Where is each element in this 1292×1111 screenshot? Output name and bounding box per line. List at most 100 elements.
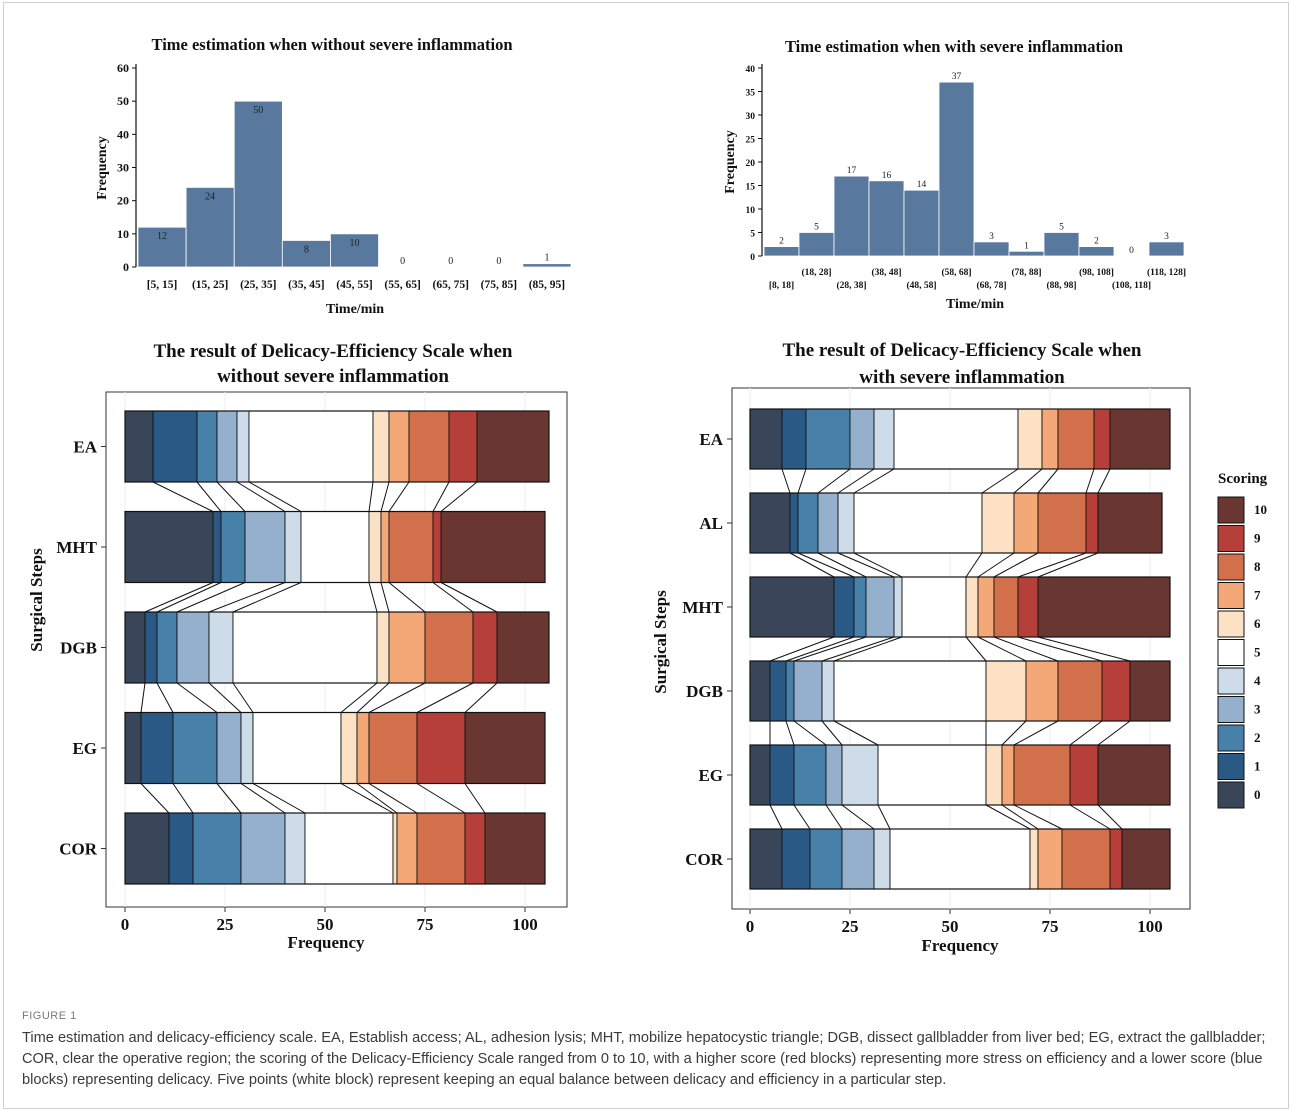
legend-swatch: [1217, 753, 1245, 780]
stack2-ylabel: Surgical Steps: [651, 590, 670, 694]
y-tick-label: 10: [117, 227, 129, 241]
connector-line: [208, 682, 242, 713]
stack1-title-line2: without severe inflammation: [217, 366, 449, 387]
stack-segment: [793, 744, 827, 806]
hist1-xlabel: Time/min: [326, 302, 384, 317]
y-tick-label: 20: [117, 194, 129, 208]
stack-segment: [372, 410, 390, 483]
stack-segment: [781, 828, 811, 890]
category-label: (108, 118]: [1112, 280, 1151, 291]
y-tick-label: 60: [117, 61, 129, 75]
stack-segment: [1017, 408, 1043, 470]
connector-line: [144, 582, 214, 613]
category-label: (48, 58]: [906, 280, 936, 291]
stack-segment: [1109, 408, 1171, 470]
stack-segment: [1129, 660, 1171, 722]
stack-segment: [124, 511, 214, 583]
stack-segment: [196, 410, 218, 483]
stack-segment: [144, 611, 158, 684]
y-tick-label: 35: [746, 89, 756, 99]
stack-segment: [853, 576, 867, 638]
stack-segment: [789, 492, 799, 554]
category-label: (65, 75]: [433, 279, 469, 291]
stack-row-outline: [749, 492, 1163, 554]
stack-segment: [392, 812, 398, 885]
connector-line: [440, 582, 498, 613]
stack-segment: [1101, 660, 1131, 722]
stack-segment: [484, 812, 546, 885]
connector-line: [1069, 720, 1103, 746]
legend-swatch: [1217, 781, 1245, 809]
stack-row-outline: [124, 410, 550, 483]
hist-bar: [903, 189, 940, 257]
y-tick-label: 0: [750, 253, 755, 263]
stack-segment: [797, 492, 819, 554]
connector-line: [176, 582, 246, 613]
y-tick-label: 5: [750, 230, 755, 240]
stack-segment: [496, 611, 550, 684]
legend-swatch: [1217, 496, 1245, 524]
caption-text: Time estimation and delicacy-efficiency …: [22, 1030, 1266, 1088]
stack1-xlabel: Frequency: [287, 933, 365, 952]
legend-label: 8: [1254, 559, 1261, 574]
stack-segment: [220, 511, 246, 583]
connector-line: [356, 783, 398, 814]
connector-line: [252, 783, 306, 814]
stack-segment: [865, 576, 895, 638]
stack-segment: [368, 712, 418, 784]
connector-line: [380, 582, 390, 613]
stack-segment: [1057, 408, 1095, 470]
stack-segment: [232, 611, 378, 684]
connector-line: [821, 636, 895, 662]
stack-segment: [1041, 408, 1059, 470]
x-tick-label: 50: [317, 915, 334, 934]
connector-line: [1085, 468, 1095, 494]
stack-segment: [388, 410, 410, 483]
connector-line: [356, 682, 390, 713]
stack-segment: [985, 660, 1027, 722]
stack-segment: [805, 408, 851, 470]
stack-segment: [793, 660, 823, 722]
stack-row-outline: [749, 408, 1171, 470]
stack-segment: [284, 812, 306, 885]
connector-line: [368, 682, 426, 713]
connector-line: [1017, 552, 1087, 578]
stack-segment: [440, 511, 546, 583]
hist1-title: Time estimation when without severe infl…: [152, 35, 513, 54]
connector-line: [877, 804, 891, 830]
connector-line: [1013, 804, 1063, 830]
connector-line: [1001, 720, 1027, 746]
stack-segment: [432, 511, 442, 583]
y-tick-label: 40: [117, 127, 129, 141]
hist-bar: [973, 241, 1010, 257]
connector-line: [837, 468, 875, 494]
stack-segment: [785, 660, 795, 722]
hist-bar: [763, 246, 800, 257]
y-tick-label: 30: [117, 161, 129, 175]
category-label: (78, 88]: [1011, 267, 1041, 278]
hist-bar: [1008, 250, 1045, 257]
category-label: (85, 95]: [529, 279, 565, 291]
stack-segment: [368, 511, 382, 583]
stack-segment: [1037, 576, 1171, 638]
stack-segment: [472, 611, 498, 684]
stack-segment: [304, 812, 394, 885]
category-label: (38, 48]: [871, 267, 901, 278]
stack-row-outline: [124, 611, 550, 684]
bar-value-label: 2: [779, 237, 784, 247]
connector-line: [232, 682, 254, 713]
connector-line: [821, 720, 843, 746]
step-label: EA: [73, 438, 97, 457]
hist-bar: [798, 232, 835, 257]
bar-value-label: 3: [1164, 232, 1169, 242]
connector-line: [817, 552, 867, 578]
hist-bar: [522, 263, 572, 268]
stack-segment: [1025, 660, 1059, 722]
legend-swatch: [1217, 553, 1245, 581]
connector-line: [769, 636, 835, 662]
connector-line: [853, 468, 895, 494]
stack-segment: [893, 408, 1019, 470]
stack-segment: [416, 812, 466, 885]
connector-line: [432, 582, 474, 613]
